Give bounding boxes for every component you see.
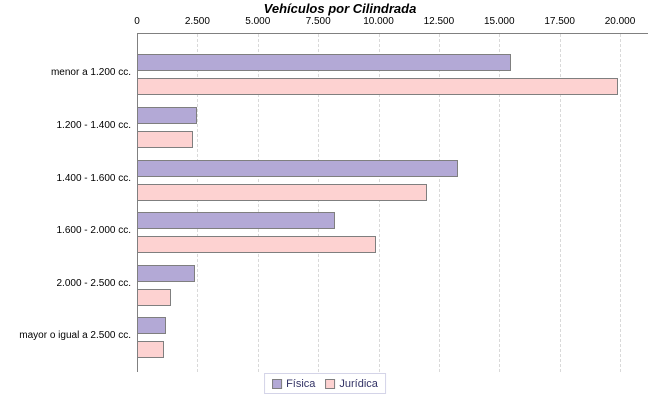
gridline xyxy=(197,34,199,372)
gridline xyxy=(318,34,320,372)
gridline xyxy=(378,34,380,372)
category-label: 1.200 - 1.400 cc. xyxy=(56,119,132,131)
legend-item-juridica: Jurídica xyxy=(325,378,378,390)
bar-juridica-5 xyxy=(137,341,164,359)
category-label: mayor o igual a 2.500 cc. xyxy=(19,330,131,342)
y-axis-line xyxy=(137,33,138,372)
x-tick-label: 5.000 xyxy=(245,16,271,27)
gridline xyxy=(438,34,440,372)
x-tick-mark xyxy=(137,33,138,37)
bar-juridica-4 xyxy=(137,288,171,306)
category-label: 1.600 - 2.000 cc. xyxy=(56,225,132,237)
x-tick-label: 0 xyxy=(134,16,140,27)
x-tick-label: 20.000 xyxy=(604,16,636,27)
bar-fisica-3 xyxy=(137,212,336,230)
category-label: 1.400 - 1.600 cc. xyxy=(56,172,132,184)
chart-title: Vehículos por Cilindrada xyxy=(263,1,417,16)
fisica-swatch-icon xyxy=(272,378,283,389)
category-label: menor a 1.200 cc. xyxy=(50,67,131,79)
gridline xyxy=(620,34,621,372)
bar-fisica-5 xyxy=(137,317,166,335)
bar-fisica-1 xyxy=(137,106,198,124)
gridline xyxy=(499,34,501,372)
legend-item-fisica: Física xyxy=(272,378,315,390)
category-label: 2.000 - 2.500 cc. xyxy=(56,277,132,289)
x-tick-label: 17.500 xyxy=(544,16,575,27)
x-tick-label: 2.500 xyxy=(184,16,210,27)
x-axis-line xyxy=(137,33,648,34)
bar-fisica-2 xyxy=(137,159,459,177)
bar-fisica-4 xyxy=(137,264,195,282)
x-tick-label: 7.500 xyxy=(305,16,331,27)
bar-juridica-0 xyxy=(137,78,618,96)
bar-juridica-1 xyxy=(137,130,193,148)
juridica-swatch-icon xyxy=(325,378,336,389)
x-tick-label: 12.500 xyxy=(423,16,455,27)
bar-juridica-3 xyxy=(137,236,377,254)
legend: Física Jurídica xyxy=(264,373,386,394)
gridline xyxy=(559,34,561,372)
bar-fisica-0 xyxy=(137,54,512,72)
gridline xyxy=(257,34,259,372)
legend-label-juridica: Jurídica xyxy=(339,377,378,390)
legend-label-fisica: Física xyxy=(286,377,316,390)
bar-juridica-2 xyxy=(137,183,427,201)
x-tick-label: 15.000 xyxy=(483,16,515,27)
x-tick-label: 10.000 xyxy=(363,16,394,27)
